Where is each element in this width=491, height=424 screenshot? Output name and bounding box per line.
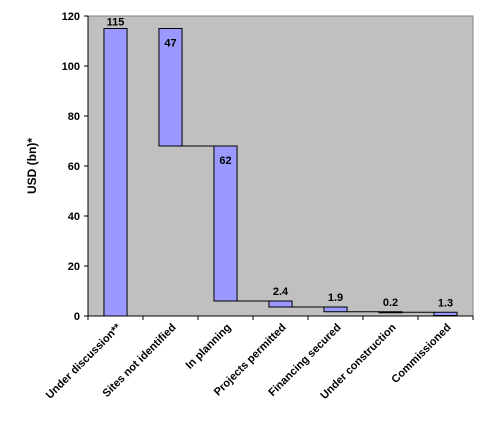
y-tick-label: 60 [68,161,80,173]
bar-layer [103,28,458,317]
data-label: 2.4 [273,286,289,298]
y-tick-label: 40 [68,211,80,223]
data-label: 0.2 [383,297,398,309]
y-tick-label: 20 [68,261,80,273]
data-label: 62 [219,155,231,167]
y-axis-title: USD (bn)* [25,138,39,194]
bar [433,311,458,316]
bar [378,311,403,314]
bar [213,145,238,302]
bar [158,28,183,147]
bar [103,28,128,317]
y-tick-label: 80 [68,111,80,123]
bar [323,306,348,313]
category-label: In planning [184,322,234,372]
plot-area [87,15,474,317]
data-label: 1.3 [438,297,453,309]
data-label: 47 [164,38,176,50]
y-tick-label: 120 [62,11,80,23]
data-label: 1.9 [328,292,343,304]
bar [268,300,293,308]
y-tick-label: 0 [74,311,80,323]
category-label: Commissioned [389,322,453,386]
data-label: 115 [107,17,125,29]
y-tick-label: 100 [62,61,80,73]
